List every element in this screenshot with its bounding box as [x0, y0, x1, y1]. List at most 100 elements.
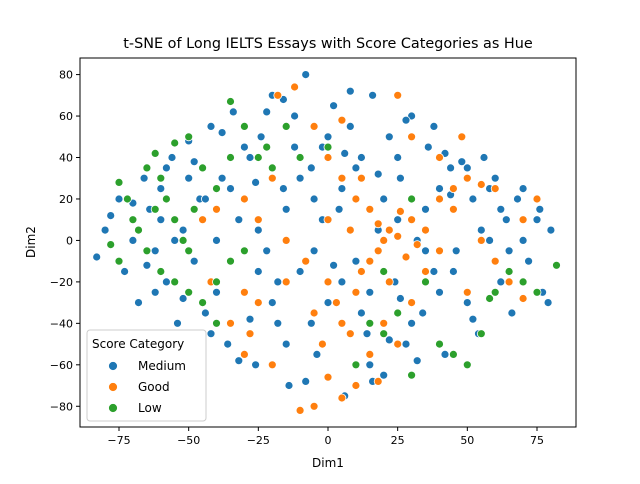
point-medium-130: [356, 308, 366, 318]
point-medium-85: [281, 204, 291, 214]
point-medium-115: [142, 260, 152, 270]
point-low-8: [170, 215, 180, 225]
point-medium-77: [532, 215, 542, 225]
point-low-29: [239, 246, 249, 256]
point-good-38: [476, 180, 486, 189]
point-good-42: [518, 215, 528, 225]
point-low-14: [170, 138, 180, 148]
point-medium-16: [189, 256, 199, 266]
point-good-75: [331, 298, 341, 308]
point-medium-0: [92, 252, 102, 262]
point-medium-94: [239, 142, 249, 152]
point-medium-109: [309, 194, 319, 204]
point-low-34: [365, 318, 375, 328]
point-low-54: [485, 294, 495, 303]
point-medium-119: [206, 329, 216, 339]
point-good-41: [490, 256, 500, 266]
x-axis-label: Dim1: [312, 456, 344, 470]
point-medium-136: [373, 169, 383, 179]
point-good-49: [323, 215, 333, 225]
point-medium-145: [251, 177, 261, 187]
point-low-12: [142, 163, 152, 173]
legend-marker-low: [108, 403, 118, 413]
point-low-35: [379, 329, 389, 339]
point-good-5: [373, 376, 383, 386]
point-low-18: [226, 97, 235, 106]
point-low-30: [267, 163, 277, 173]
point-good-39: [490, 184, 500, 194]
point-good-12: [337, 318, 347, 328]
point-medium-53: [395, 173, 405, 183]
point-low-1: [123, 194, 132, 204]
point-medium-88: [365, 287, 375, 297]
x-axis-ticks: −75 −50 −25 0 25 50 75: [107, 427, 544, 447]
point-good-47: [393, 90, 403, 100]
point-medium-75: [518, 235, 528, 245]
point-good-65: [373, 219, 383, 229]
point-medium-18: [200, 308, 210, 318]
point-good-0: [295, 405, 305, 415]
point-medium-40: [323, 298, 333, 308]
point-low-7: [161, 194, 171, 204]
point-good-32: [198, 215, 208, 225]
point-low-45: [518, 277, 528, 287]
point-medium-73: [507, 308, 517, 318]
point-low-11: [189, 204, 199, 214]
point-medium-36: [301, 70, 311, 79]
point-low-32: [323, 142, 333, 152]
point-medium-86: [309, 246, 319, 256]
point-medium-113: [226, 184, 235, 194]
point-good-4: [351, 381, 361, 390]
point-good-34: [239, 287, 249, 297]
point-low-27: [212, 318, 221, 328]
point-low-51: [281, 122, 291, 131]
point-medium-71: [496, 277, 506, 287]
point-medium-81: [535, 204, 545, 214]
point-medium-33: [284, 381, 294, 390]
point-low-41: [462, 360, 472, 370]
point-low-36: [393, 308, 403, 318]
point-low-17: [212, 184, 221, 194]
y-tick-label: −60: [50, 359, 73, 372]
legend-marker-good: [108, 382, 118, 392]
point-good-3: [337, 393, 347, 403]
point-medium-62: [446, 163, 456, 173]
point-medium-101: [435, 287, 444, 297]
x-tick-label: −50: [177, 434, 200, 447]
point-low-0: [114, 177, 124, 187]
point-good-35: [435, 194, 444, 204]
point-good-46: [407, 132, 417, 142]
point-medium-84: [253, 225, 263, 235]
point-good-44: [457, 132, 467, 142]
point-low-49: [212, 277, 221, 287]
point-good-51: [379, 318, 389, 328]
point-medium-147: [306, 318, 316, 328]
legend-entries: Medium Good Low: [108, 359, 186, 415]
point-good-9: [253, 298, 263, 308]
point-good-28: [290, 82, 300, 92]
point-medium-9: [150, 246, 160, 256]
point-good-71: [448, 204, 458, 214]
point-medium-66: [468, 194, 478, 204]
point-medium-26: [245, 153, 255, 162]
point-medium-96: [351, 163, 361, 173]
point-good-25: [323, 153, 333, 162]
point-low-6: [156, 173, 166, 183]
point-medium-44: [345, 122, 355, 131]
point-medium-128: [468, 314, 478, 324]
point-medium-123: [301, 376, 311, 386]
point-medium-131: [217, 128, 227, 138]
point-medium-146: [395, 294, 405, 303]
point-medium-5: [128, 235, 138, 245]
y-tick-label: 80: [59, 69, 73, 82]
point-medium-65: [462, 298, 472, 308]
point-medium-98: [212, 287, 221, 297]
point-medium-135: [273, 277, 283, 287]
point-medium-7: [139, 173, 149, 183]
y-tick-label: 60: [59, 110, 73, 123]
point-medium-19: [206, 122, 216, 131]
point-good-6: [267, 360, 277, 370]
point-medium-118: [518, 184, 528, 194]
point-medium-41: [329, 101, 339, 111]
point-good-67: [412, 240, 422, 250]
